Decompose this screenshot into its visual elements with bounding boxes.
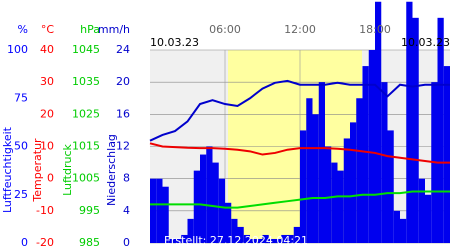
bar xyxy=(400,218,407,243)
y-tick-label: -20 xyxy=(36,236,54,249)
bar xyxy=(268,238,275,243)
y-tick-label: 16 xyxy=(116,107,130,120)
y-tick-label: -10 xyxy=(36,204,54,217)
x-tick-label: 06:00 xyxy=(209,23,241,36)
y-tick-label: 20 xyxy=(116,75,130,88)
y-tick-label: 1035 xyxy=(72,75,100,88)
y-tick-label: 20 xyxy=(40,107,54,120)
footer: Erstellt: 27.12.2024 04:21 xyxy=(164,234,308,247)
y-tick-label: 8 xyxy=(123,172,130,185)
bar xyxy=(368,50,375,243)
date-label: 10.03.23 xyxy=(401,36,450,49)
bar xyxy=(193,170,200,243)
y-tick-label: 30 xyxy=(40,75,54,88)
bar xyxy=(200,154,207,243)
bar xyxy=(312,114,319,243)
line xyxy=(149,142,450,164)
bar xyxy=(412,17,419,244)
y-tick-label: 1015 xyxy=(72,140,100,153)
bar xyxy=(331,162,338,243)
y-tick-label: 985 xyxy=(79,236,100,249)
bar xyxy=(225,202,232,243)
bar xyxy=(343,138,350,243)
bar xyxy=(350,122,357,243)
bar xyxy=(256,238,263,243)
axis-title: Niederschlag xyxy=(105,134,118,206)
y-tick-label: 40 xyxy=(40,43,54,56)
line xyxy=(149,79,450,142)
y-tick-label: 1025 xyxy=(72,107,100,120)
bar xyxy=(418,178,425,243)
bar xyxy=(318,82,325,244)
bar xyxy=(443,66,450,243)
y-tick-label: 100 xyxy=(7,43,28,56)
y-tick-label: 0 xyxy=(21,236,28,249)
bar xyxy=(306,98,313,243)
y-tick-label: 12 xyxy=(116,140,130,153)
y-tick-label: 25 xyxy=(14,188,28,201)
bar xyxy=(425,194,432,243)
bar xyxy=(237,226,244,243)
bar xyxy=(250,238,257,243)
axis-unit: hPa xyxy=(80,23,100,36)
bar xyxy=(206,146,213,243)
bar xyxy=(168,238,175,243)
bar xyxy=(293,226,300,243)
x-tick-label: 12:00 xyxy=(284,23,316,36)
axis-unit: % xyxy=(18,23,28,36)
bar xyxy=(150,178,157,243)
y-tick-label: 0 xyxy=(123,236,130,249)
bar xyxy=(300,130,307,243)
bar xyxy=(212,162,219,243)
bar xyxy=(275,238,282,243)
bar xyxy=(262,234,269,243)
bar xyxy=(381,82,388,244)
axis-title: Luftdruck xyxy=(61,143,74,195)
y-tick-label: 1005 xyxy=(72,172,100,185)
y-tick-label: 1045 xyxy=(72,43,100,56)
axis-title: Luftfeuchtigkeit xyxy=(1,126,14,213)
bar xyxy=(231,218,238,243)
y-tick-label: 995 xyxy=(79,204,100,217)
bar xyxy=(281,234,288,243)
bar xyxy=(393,210,400,243)
bar xyxy=(406,1,413,243)
bar xyxy=(181,234,188,243)
y-tick-label: 75 xyxy=(14,91,28,104)
bar xyxy=(356,98,363,243)
axis-title: Temperatur xyxy=(31,138,44,203)
bar xyxy=(162,186,169,243)
bar xyxy=(387,130,394,243)
bar xyxy=(156,178,163,243)
bar xyxy=(375,1,382,243)
y-tick-label: 4 xyxy=(123,204,130,217)
date-label: 10.03.23 xyxy=(150,36,199,49)
bar xyxy=(287,234,294,243)
y-tick-label: 24 xyxy=(116,43,130,56)
bar xyxy=(243,234,250,243)
bar xyxy=(437,17,444,244)
y-tick-label: 0 xyxy=(47,172,54,185)
axis-unit: mm/h xyxy=(98,23,130,36)
axis-unit: °C xyxy=(41,23,55,36)
bar xyxy=(187,218,194,243)
bar xyxy=(175,238,182,243)
bar xyxy=(362,66,369,243)
bar xyxy=(337,170,344,243)
y-tick-label: 50 xyxy=(14,140,28,153)
line xyxy=(150,190,450,209)
bar xyxy=(218,178,225,243)
bar xyxy=(325,146,332,243)
y-tick-label: 10 xyxy=(40,140,54,153)
x-tick-label: 18:00 xyxy=(359,23,391,36)
